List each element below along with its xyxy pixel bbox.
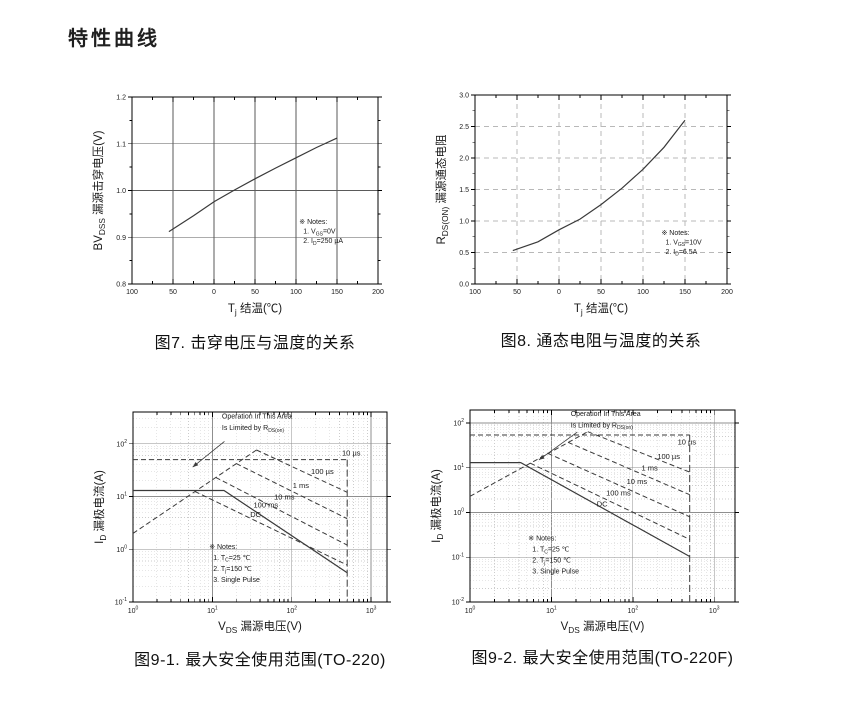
svg-text:10-1: 10-1 xyxy=(452,552,464,561)
svg-text:100: 100 xyxy=(465,606,476,615)
svg-text:10-1: 10-1 xyxy=(115,597,127,606)
figure-9-2: 100 101 102 103 102 101 100 10-1 10-2 ※ Notes: 1. … xyxy=(420,398,750,668)
svg-text:0.0: 0.0 xyxy=(459,282,469,289)
svg-text:100: 100 xyxy=(126,289,138,296)
fig7-breakdown-voltage-chart: 100 50 0 50 100 150 200 0.8 0.9 1.0 1.1 1.2 ※ Notes:… xyxy=(91,95,384,317)
svg-text:※ Notes:: ※ Notes: xyxy=(528,536,556,543)
svg-text:0: 0 xyxy=(212,289,216,296)
svg-text:10 ms: 10 ms xyxy=(627,477,648,486)
svg-text:2.5: 2.5 xyxy=(459,124,469,131)
svg-text:1.0: 1.0 xyxy=(116,188,126,195)
svg-text:200: 200 xyxy=(372,289,384,296)
svg-text:※ Notes:: ※ Notes: xyxy=(299,219,327,226)
svg-text:ID 漏极电流(A): ID 漏极电流(A) xyxy=(92,470,108,544)
svg-text:3.0: 3.0 xyxy=(459,93,469,100)
svg-text:100: 100 xyxy=(453,508,464,517)
svg-text:1. TC=25 ℃: 1. TC=25 ℃ xyxy=(213,555,250,564)
svg-text:RDS(ON) 漏源通态电阻: RDS(ON) 漏源通态电阻 xyxy=(434,134,450,245)
svg-text:Tj 结温(℃): Tj 结温(℃) xyxy=(228,301,282,317)
svg-text:3. Single Pulse: 3. Single Pulse xyxy=(213,577,260,584)
svg-text:ID 漏极电流(A): ID 漏极电流(A) xyxy=(429,469,445,543)
fig9-2-caption: 图9-2. 最大安全使用范围(TO-220F) xyxy=(471,650,734,667)
svg-text:102: 102 xyxy=(453,418,464,427)
fig9-1-caption: 图9-1. 最大安全使用范围(TO-220) xyxy=(134,652,386,669)
svg-text:0: 0 xyxy=(557,289,561,296)
svg-text:103: 103 xyxy=(366,606,377,615)
svg-text:1. VGS=0V: 1. VGS=0V xyxy=(303,229,336,238)
svg-text:102: 102 xyxy=(286,606,297,615)
svg-text:103: 103 xyxy=(709,606,720,615)
svg-text:1.2: 1.2 xyxy=(116,95,126,102)
svg-text:1 ms: 1 ms xyxy=(642,464,659,473)
svg-text:1.5: 1.5 xyxy=(459,187,469,194)
svg-text:100 µs: 100 µs xyxy=(657,452,680,461)
svg-text:50: 50 xyxy=(597,289,605,296)
svg-text:100: 100 xyxy=(469,289,481,296)
svg-text:VDS 漏源电压(V): VDS 漏源电压(V) xyxy=(218,619,302,635)
svg-text:102: 102 xyxy=(628,606,639,615)
svg-text:10 µs: 10 µs xyxy=(342,448,361,457)
fig9-2-soa-to220f-chart: 100 101 102 103 102 101 100 10-1 10-2 ※ Notes: 1. … xyxy=(429,409,739,635)
svg-text:2. ID=6.5A: 2. ID=6.5A xyxy=(665,249,697,258)
svg-text:2.0: 2.0 xyxy=(459,156,469,163)
svg-text:2. Tj=150 ℃: 2. Tj=150 ℃ xyxy=(532,558,571,567)
svg-text:101: 101 xyxy=(546,606,557,615)
svg-text:100: 100 xyxy=(290,289,302,296)
svg-text:VDS 漏源电压(V): VDS 漏源电压(V) xyxy=(561,619,645,635)
figure-8: 100 50 0 50 100 150 200 0.0 0.5 1.0 1.5 2.0 2.5 3.0 ※ … xyxy=(427,83,743,351)
svg-text:101: 101 xyxy=(116,492,127,501)
svg-text:Is Limited by RDS(on): Is Limited by RDS(on) xyxy=(222,425,284,434)
svg-text:100 µs: 100 µs xyxy=(311,467,334,476)
svg-text:100 ms: 100 ms xyxy=(606,488,631,497)
fig8-caption: 图8. 通态电阻与温度的关系 xyxy=(500,333,702,350)
fig7-caption: 图7. 击穿电压与温度的关系 xyxy=(154,335,356,352)
svg-text:0.9: 0.9 xyxy=(116,235,126,242)
svg-text:100: 100 xyxy=(128,606,139,615)
svg-text:Tj 结温(℃): Tj 结温(℃) xyxy=(574,301,628,317)
svg-text:1 ms: 1 ms xyxy=(293,481,310,490)
svg-text:BVDSS 漏源击穿电压(V): BVDSS 漏源击穿电压(V) xyxy=(91,130,107,250)
page-title: 特性曲线 xyxy=(68,26,160,50)
svg-text:1.1: 1.1 xyxy=(116,141,126,148)
svg-text:101: 101 xyxy=(453,463,464,472)
svg-text:101: 101 xyxy=(207,606,218,615)
fig8-on-resistance-chart: 100 50 0 50 100 150 200 0.0 0.5 1.0 1.5 2.0 2.5 3.0 ※ … xyxy=(434,93,733,317)
svg-text:※ Notes:: ※ Notes: xyxy=(209,544,237,551)
figure-9-1: 100 101 102 103 102 101 100 10-1 ※ Notes: 1. TC=2… xyxy=(85,400,401,670)
svg-text:10-2: 10-2 xyxy=(452,597,464,606)
svg-text:10 ms: 10 ms xyxy=(274,492,295,501)
svg-text:0.5: 0.5 xyxy=(459,250,469,257)
svg-text:100: 100 xyxy=(116,544,127,553)
svg-text:DC: DC xyxy=(597,500,608,509)
svg-text:DC: DC xyxy=(250,510,261,519)
svg-text:10 µs: 10 µs xyxy=(678,438,697,447)
svg-text:2. Tj=150 ℃: 2. Tj=150 ℃ xyxy=(213,566,252,575)
svg-text:100 ms: 100 ms xyxy=(254,500,279,509)
svg-text:1. TC=25 ℃: 1. TC=25 ℃ xyxy=(532,547,569,556)
svg-text:150: 150 xyxy=(331,289,343,296)
svg-text:0.8: 0.8 xyxy=(116,282,126,289)
svg-text:Is Limited by RDS(on): Is Limited by RDS(on) xyxy=(571,422,633,431)
svg-text:102: 102 xyxy=(116,439,127,448)
svg-text:50: 50 xyxy=(251,289,259,296)
svg-text:50: 50 xyxy=(169,289,177,296)
svg-text:1.0: 1.0 xyxy=(459,219,469,226)
svg-text:1. VGS=10V: 1. VGS=10V xyxy=(665,239,702,248)
svg-text:Operation In This Area: Operation In This Area xyxy=(571,411,641,418)
svg-text:200: 200 xyxy=(721,289,733,296)
svg-text:2. ID=250 µA: 2. ID=250 µA xyxy=(303,238,343,247)
svg-text:150: 150 xyxy=(679,289,691,296)
svg-text:Operation In This Area: Operation In This Area xyxy=(222,414,292,421)
svg-text:50: 50 xyxy=(513,289,521,296)
svg-text:※ Notes:: ※ Notes: xyxy=(661,230,689,237)
svg-text:3. Single Pulse: 3. Single Pulse xyxy=(532,569,579,576)
svg-text:100: 100 xyxy=(637,289,649,296)
figure-7: 100 50 0 50 100 150 200 0.8 0.9 1.0 1.1 1.2 ※ Notes:… xyxy=(84,85,394,353)
